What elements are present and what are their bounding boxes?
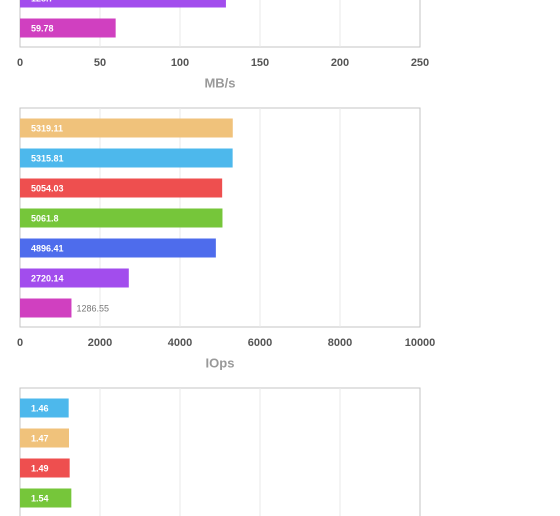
x-tick-label: 10000	[405, 337, 436, 349]
value-label: 1.49	[31, 463, 49, 473]
value-label: 5319.11	[31, 123, 63, 133]
x-tick-label: 2000	[88, 337, 112, 349]
x-tick-label: 50	[94, 57, 106, 69]
x-tick-label: 0	[17, 337, 23, 349]
x-tick-label: 8000	[328, 337, 352, 349]
bar	[20, 118, 233, 138]
bar	[20, 238, 216, 258]
bar	[20, 0, 226, 8]
value-label: 2720.14	[31, 273, 64, 283]
bar	[20, 398, 69, 418]
x-tick-label: 6000	[248, 337, 272, 349]
bar	[20, 298, 72, 318]
x-tick-label: 200	[331, 57, 349, 69]
x-tick-label: 0	[17, 57, 23, 69]
bar	[20, 178, 223, 198]
value-label: 128.7	[31, 0, 54, 3]
x-axis-title: IOps	[206, 355, 235, 370]
value-label: 4896.41	[31, 243, 64, 253]
value-label: 1.54	[31, 493, 49, 503]
bar	[20, 428, 69, 448]
value-label: 5315.81	[31, 153, 64, 163]
value-label: 5061.8	[31, 213, 59, 223]
value-label: 1.47	[31, 433, 49, 443]
value-label: 1286.55	[76, 303, 109, 313]
x-tick-label: 100	[171, 57, 189, 69]
bar	[20, 458, 70, 478]
x-tick-label: 250	[411, 57, 429, 69]
x-tick-label: 4000	[168, 337, 192, 349]
x-axis-title: MB/s	[204, 75, 235, 90]
value-label: 59.78	[31, 23, 54, 33]
plot-area	[19, 387, 421, 516]
bar	[20, 18, 116, 38]
bar	[20, 268, 129, 288]
value-label: 5054.03	[31, 183, 64, 193]
x-tick-label: 150	[251, 57, 269, 69]
bar	[20, 488, 72, 508]
bar	[20, 148, 233, 168]
bar	[20, 208, 223, 228]
value-label: 1.46	[31, 403, 49, 413]
